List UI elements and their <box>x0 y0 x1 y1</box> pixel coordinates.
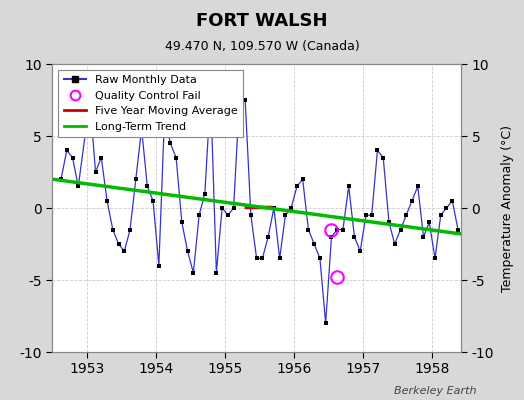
Y-axis label: Temperature Anomaly (°C): Temperature Anomaly (°C) <box>501 124 514 292</box>
Text: FORT WALSH: FORT WALSH <box>196 12 328 30</box>
Text: 49.470 N, 109.570 W (Canada): 49.470 N, 109.570 W (Canada) <box>165 40 359 53</box>
Text: Berkeley Earth: Berkeley Earth <box>395 386 477 396</box>
Legend: Raw Monthly Data, Quality Control Fail, Five Year Moving Average, Long-Term Tren: Raw Monthly Data, Quality Control Fail, … <box>58 70 243 137</box>
